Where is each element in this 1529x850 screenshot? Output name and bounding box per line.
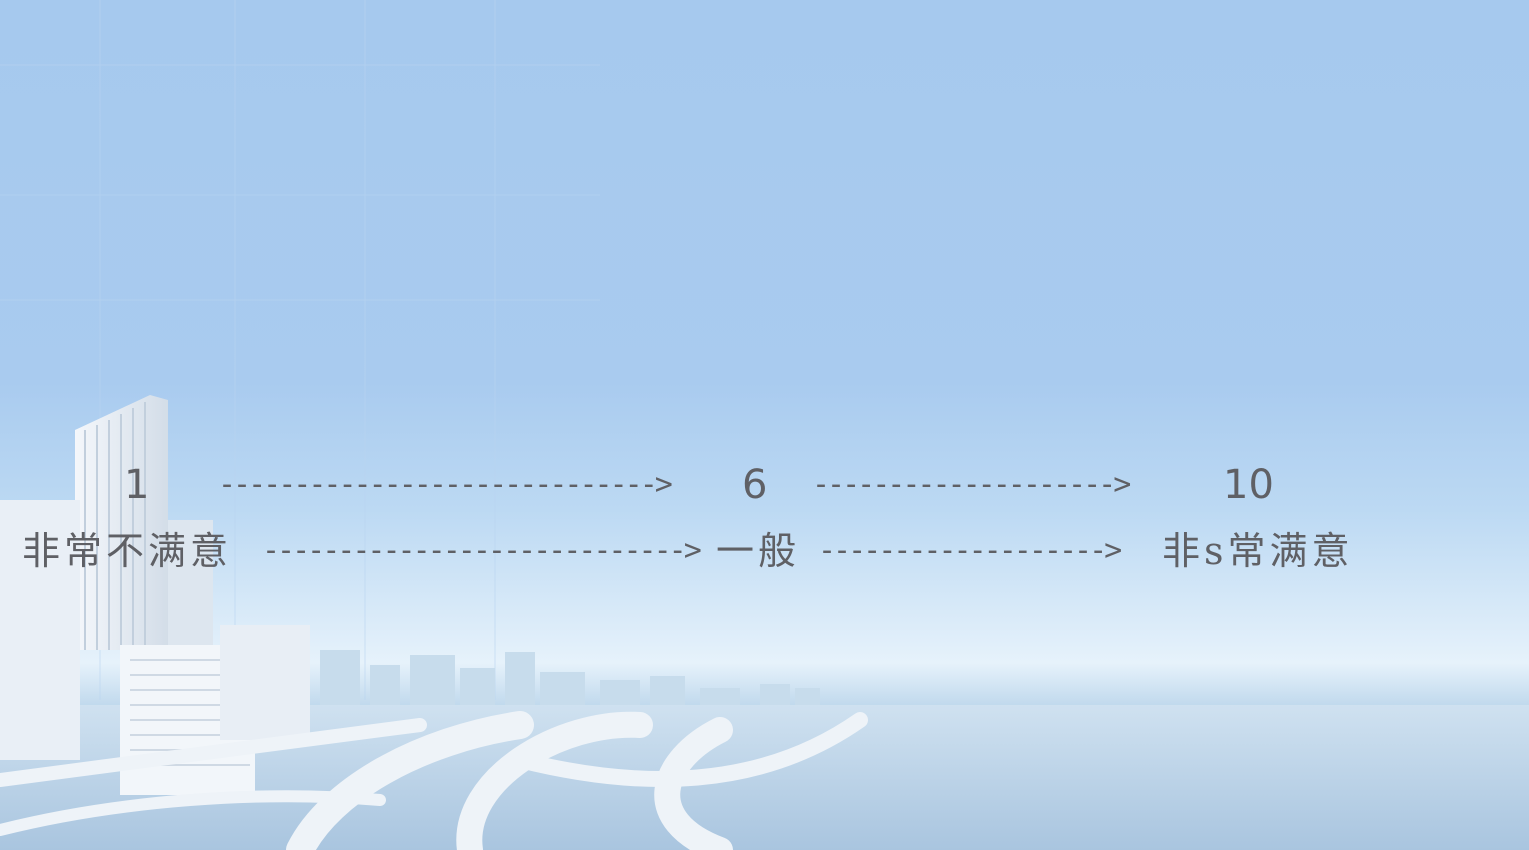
score-low: 1 xyxy=(124,462,150,508)
buildings xyxy=(0,395,310,795)
score-mid: 6 xyxy=(742,462,768,508)
grid-lines xyxy=(0,0,600,700)
distant-skyline xyxy=(320,650,820,710)
roads xyxy=(0,711,868,850)
arrow-label-low-to-mid: ----------------------------> xyxy=(262,533,702,568)
arrow-mid-to-high: --------------------> xyxy=(812,467,1131,502)
label-very-dissatisfied: 非常不满意 xyxy=(22,529,233,573)
arrow-label-mid-to-high: -------------------> xyxy=(818,533,1122,568)
score-high: 10 xyxy=(1223,462,1274,508)
label-very-satisfied: 非s常满意 xyxy=(1162,529,1354,573)
score-scale-labels: 非常不满意 ----------------------------> 一般 -… xyxy=(0,526,1529,576)
score-scale-numbers: 1 -----------------------------> 6 -----… xyxy=(0,460,1529,510)
arrow-low-to-mid: -----------------------------> xyxy=(218,467,673,502)
label-average: 一般 xyxy=(716,529,801,573)
